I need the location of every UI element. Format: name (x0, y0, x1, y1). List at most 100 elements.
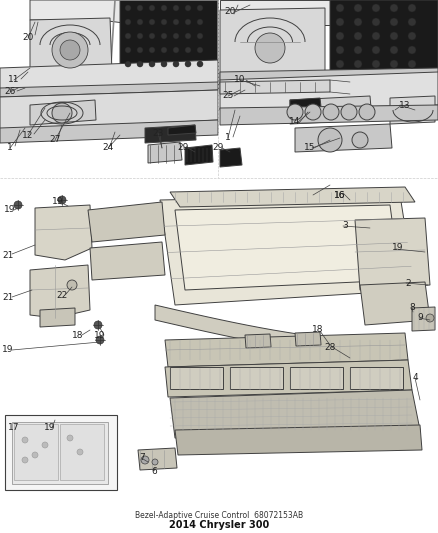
Circle shape (354, 4, 362, 12)
Circle shape (372, 60, 380, 68)
Circle shape (60, 40, 80, 60)
Text: 19: 19 (2, 345, 14, 354)
Circle shape (125, 47, 131, 53)
Circle shape (22, 437, 28, 443)
Text: 21: 21 (2, 294, 14, 303)
Polygon shape (0, 82, 218, 97)
Text: 19: 19 (52, 198, 64, 206)
Circle shape (161, 19, 167, 25)
Circle shape (173, 61, 179, 67)
Bar (230, 367, 283, 389)
Text: 25: 25 (223, 92, 234, 101)
Polygon shape (88, 202, 165, 242)
Text: 15: 15 (304, 143, 316, 152)
Circle shape (137, 5, 143, 11)
Polygon shape (148, 142, 182, 163)
Polygon shape (175, 205, 400, 290)
Bar (5, 415, 117, 490)
Circle shape (408, 46, 416, 54)
Polygon shape (412, 307, 435, 331)
Polygon shape (220, 68, 438, 84)
Text: 1: 1 (225, 133, 231, 142)
Polygon shape (220, 148, 242, 167)
Polygon shape (165, 360, 412, 397)
Circle shape (372, 4, 380, 12)
Circle shape (149, 5, 155, 11)
Polygon shape (35, 205, 92, 260)
Text: 14: 14 (290, 117, 301, 126)
Text: 3: 3 (342, 221, 348, 230)
Circle shape (137, 61, 143, 67)
Polygon shape (155, 305, 405, 359)
Circle shape (137, 19, 143, 25)
Circle shape (408, 4, 416, 12)
Polygon shape (390, 96, 435, 124)
Circle shape (318, 128, 342, 152)
Circle shape (336, 46, 344, 54)
Circle shape (336, 60, 344, 68)
Bar (350, 367, 403, 389)
Polygon shape (30, 265, 90, 318)
Circle shape (22, 457, 28, 463)
Circle shape (77, 449, 83, 455)
Circle shape (137, 33, 143, 39)
Circle shape (426, 314, 434, 322)
Text: 19: 19 (44, 424, 56, 432)
Text: 11: 11 (8, 76, 20, 85)
Text: 22: 22 (57, 290, 67, 300)
Circle shape (390, 60, 398, 68)
Text: 18: 18 (312, 326, 324, 335)
Circle shape (185, 33, 191, 39)
Circle shape (197, 33, 203, 39)
Polygon shape (355, 218, 430, 290)
Circle shape (58, 196, 66, 204)
Circle shape (390, 32, 398, 40)
Circle shape (125, 19, 131, 25)
Polygon shape (0, 120, 218, 143)
Circle shape (67, 435, 73, 441)
Bar (60, 424, 104, 480)
Circle shape (390, 4, 398, 12)
Bar (170, 367, 223, 389)
Circle shape (197, 47, 203, 53)
Polygon shape (170, 187, 415, 207)
Polygon shape (0, 90, 218, 130)
Circle shape (197, 5, 203, 11)
Circle shape (52, 103, 72, 123)
Circle shape (149, 47, 155, 53)
Text: 17: 17 (8, 424, 20, 432)
Text: 20: 20 (224, 7, 236, 17)
Circle shape (94, 321, 102, 329)
Circle shape (161, 61, 167, 67)
Circle shape (141, 456, 149, 464)
Text: 20: 20 (22, 34, 34, 43)
Text: 2: 2 (405, 279, 411, 287)
Text: 1: 1 (7, 143, 13, 152)
Polygon shape (175, 425, 422, 455)
Circle shape (137, 47, 143, 53)
Polygon shape (90, 242, 165, 280)
Text: Bezel-Adaptive Cruise Control  68072153AB: Bezel-Adaptive Cruise Control 68072153AB (135, 511, 303, 520)
Text: 18: 18 (72, 330, 84, 340)
Circle shape (161, 5, 167, 11)
Polygon shape (40, 308, 75, 327)
Circle shape (125, 61, 131, 67)
Circle shape (67, 280, 77, 290)
Text: 6: 6 (151, 467, 157, 477)
Circle shape (149, 33, 155, 39)
Circle shape (341, 104, 357, 120)
Circle shape (408, 60, 416, 68)
Text: 12: 12 (22, 131, 34, 140)
Text: 7: 7 (139, 454, 145, 463)
Circle shape (390, 18, 398, 26)
Polygon shape (220, 8, 325, 80)
Bar (290, 367, 343, 389)
Circle shape (125, 5, 131, 11)
Polygon shape (220, 80, 330, 94)
Text: 21: 21 (2, 251, 14, 260)
Circle shape (197, 19, 203, 25)
Circle shape (255, 33, 285, 63)
Text: 4: 4 (412, 374, 418, 383)
Text: 10: 10 (234, 76, 246, 85)
Polygon shape (120, 0, 218, 85)
